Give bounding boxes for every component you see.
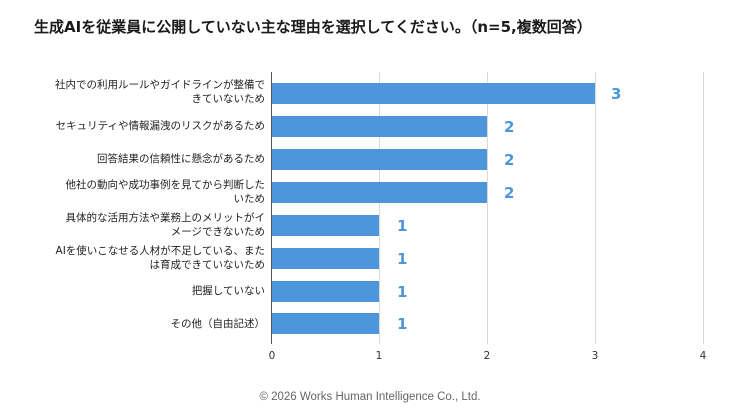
bar [272,248,379,269]
bar [272,149,487,170]
label-line: 把握していない [191,285,265,297]
label-line: 回答結果の信頼性に懸念があるため [97,153,265,165]
label-line: いため [233,193,266,205]
bar-value-label: 3 [611,85,622,103]
category-label: 回答結果の信頼性に懸念があるため [15,152,265,166]
label-line: 具体的な活用方法や業務上のメリットがイ [65,212,266,224]
x-tick-label: 2 [483,350,491,362]
gridline-1 [379,72,380,344]
x-tick-label: 0 [268,350,276,362]
bar-value-label: 1 [397,250,408,268]
x-tick-label: 1 [375,350,383,362]
x-tick-label: 3 [591,350,599,362]
category-label: セキュリティや情報漏洩のリスクがあるため [15,119,265,133]
category-label: 具体的な活用方法や業務上のメリットがイ メージできないため [15,211,266,239]
bar-value-label: 2 [504,118,515,136]
bar [272,313,379,334]
category-label: 社内での利用ルールやガイドラインが整備で きていないため [15,78,265,106]
bar [272,83,595,104]
category-label: 把握していない [15,284,265,298]
bar [272,116,487,137]
bar-chart: 社内での利用ルールやガイドラインが整備で きていないため 3 セキュリティや情報… [15,72,707,362]
gridline-4 [703,72,704,344]
category-label: その他（自由記述） [15,317,266,331]
gridline-2 [487,72,488,344]
label-line: は育成できていないため [149,259,266,271]
bar-value-label: 1 [397,283,408,301]
chart-title: 生成AIを従業員に公開していない主な理由を選択してください。（n=5,複数回答） [34,18,592,36]
gridline-3 [595,72,596,344]
bar [272,215,379,236]
label-line: 社内での利用ルールやガイドラインが整備で [55,79,265,91]
bar-value-label: 2 [504,151,515,169]
copyright-footer: © 2026 Works Human Intelligence Co., Ltd… [259,391,481,403]
bar-value-label: 2 [504,184,515,202]
category-label: 他社の動向や成功事例を見てから判断した いため [15,178,266,206]
y-axis-line [271,72,272,344]
bar-value-label: 1 [397,315,408,333]
bar [272,182,487,203]
label-line: その他（自由記述） [170,318,266,330]
label-line: セキュリティや情報漏洩のリスクがあるため [55,120,265,132]
label-line: AIを使いこなせる人材が不足している、また [55,245,265,257]
label-line: メージできないため [170,226,265,238]
x-tick-label: 4 [699,350,707,362]
bar [272,281,379,302]
category-label: AIを使いこなせる人材が不足している、また は育成できていないため [15,244,265,272]
label-line: きていないため [191,93,266,105]
bar-value-label: 1 [397,217,408,235]
label-line: 他社の動向や成功事例を見てから判断した [65,179,266,191]
